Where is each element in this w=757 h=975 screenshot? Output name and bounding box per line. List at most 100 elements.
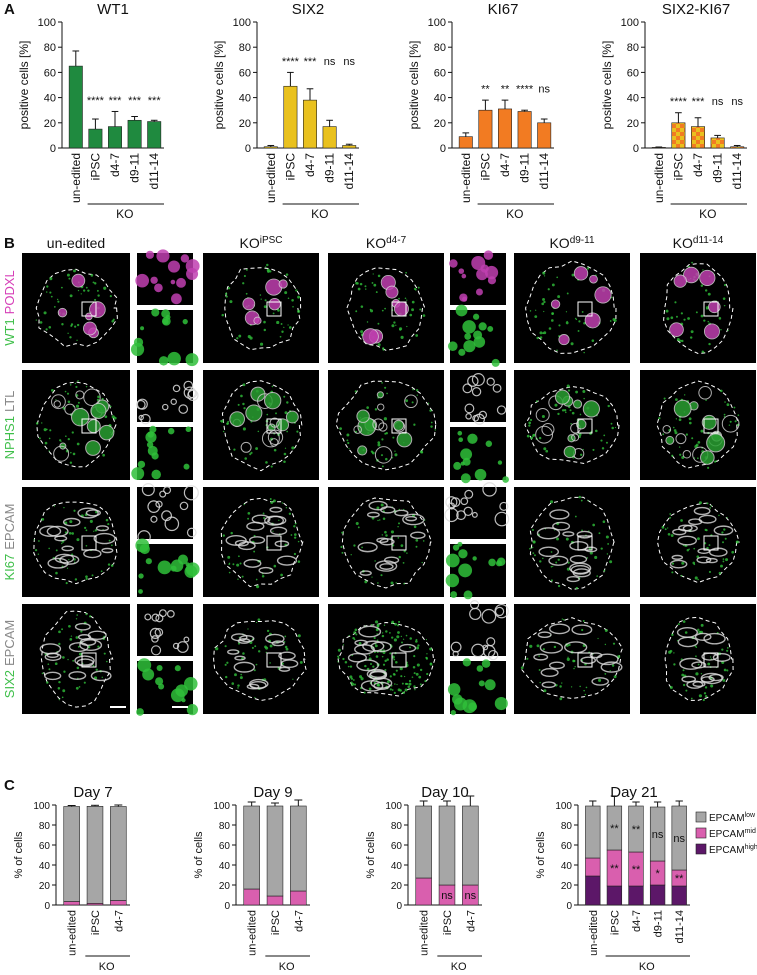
- signal-dot: [726, 403, 730, 407]
- signal-blob: [721, 414, 740, 433]
- signal-dot: [240, 673, 243, 676]
- inset-marker: [391, 301, 407, 317]
- inset-blob: [472, 313, 480, 320]
- signal-blob: [83, 321, 97, 336]
- y-tick-label: 20: [39, 881, 51, 892]
- inset-blob: [472, 556, 477, 561]
- signal-blob: [571, 624, 593, 636]
- signal-dot: [247, 628, 249, 630]
- inset-blob: [179, 501, 189, 511]
- signal-dot: [284, 411, 288, 415]
- signal-dot: [607, 404, 610, 408]
- inset-blob: [475, 288, 483, 296]
- signal-dot: [242, 427, 246, 431]
- group-label: KO: [639, 961, 655, 973]
- signal-dot: [254, 645, 257, 648]
- inset-blob: [170, 688, 185, 703]
- signal-dot: [295, 289, 298, 292]
- x-tick-label: d9-11: [518, 153, 532, 183]
- signal-dot: [353, 631, 356, 634]
- signal-dot: [364, 580, 368, 584]
- inset-blob: [471, 511, 478, 518]
- inset-blob: [136, 708, 144, 716]
- signal-dot: [391, 620, 395, 624]
- signal-dot: [675, 418, 677, 420]
- organoid-outline: [36, 381, 117, 468]
- signal-dot: [550, 319, 554, 322]
- signal-dot: [43, 311, 47, 315]
- signal-dot: [224, 645, 227, 648]
- signal-dot: [389, 688, 392, 691]
- signal-blob: [354, 644, 375, 655]
- signal-dot: [33, 539, 35, 541]
- signal-blob: [248, 678, 269, 689]
- signal-blob: [539, 641, 564, 654]
- signal-dot: [262, 512, 265, 515]
- signal-dot: [366, 667, 370, 671]
- signal-blob: [582, 400, 600, 418]
- signal-dot: [292, 678, 294, 680]
- signal-dot: [41, 422, 43, 424]
- signal-dot: [371, 576, 373, 578]
- signal-dot: [400, 544, 404, 547]
- y-tick-label: 80: [44, 42, 56, 54]
- signal-blob: [98, 424, 115, 441]
- bar-segment: [63, 901, 80, 906]
- signal-dot: [237, 578, 239, 580]
- signal-blob: [267, 429, 284, 445]
- signal-dot: [679, 453, 682, 456]
- inset-blob: [187, 389, 199, 401]
- significance-label: ns: [343, 56, 355, 68]
- signal-dot: [384, 386, 387, 389]
- signal-dot: [670, 534, 674, 537]
- signal-dot: [38, 437, 41, 440]
- signal-dot: [575, 586, 579, 590]
- y-tick-label: 60: [391, 841, 403, 852]
- signal-dot: [215, 647, 219, 651]
- signal-dot: [56, 298, 59, 301]
- signal-dot: [237, 403, 240, 406]
- signal-dot: [70, 635, 73, 637]
- signal-dot: [353, 683, 357, 686]
- stain-label: NPHS1: [2, 416, 17, 459]
- signal-blob: [79, 639, 103, 652]
- signal-dot: [389, 652, 392, 655]
- signal-dot: [669, 685, 673, 689]
- signal-dot: [363, 691, 366, 694]
- signal-dot: [296, 430, 299, 433]
- signal-dot: [422, 540, 425, 542]
- column-label: KO: [673, 235, 693, 251]
- signal-dot: [424, 680, 427, 683]
- signal-dot: [63, 506, 65, 509]
- signal-dot: [364, 285, 367, 288]
- signal-dot: [347, 441, 350, 445]
- inset-blob: [176, 641, 189, 653]
- y-tick-label: 0: [44, 901, 50, 912]
- stain-label: PODXL: [2, 270, 17, 314]
- signal-dot: [101, 676, 104, 679]
- signal-blob: [572, 568, 591, 578]
- x-tick-label: d4-7: [303, 153, 317, 177]
- signal-dot: [566, 292, 569, 295]
- signal-dot: [284, 447, 287, 449]
- significance-label: ****: [282, 56, 300, 68]
- signal-dot: [672, 426, 675, 429]
- signal-dot: [291, 298, 294, 302]
- signal-dot: [556, 537, 559, 541]
- column-label: KO: [239, 235, 259, 251]
- signal-dot: [85, 613, 88, 616]
- signal-dot: [76, 538, 80, 542]
- signal-dot: [48, 668, 51, 671]
- signal-dot: [731, 550, 735, 554]
- signal-dot: [238, 334, 242, 338]
- column-header: KOiPSC: [239, 235, 282, 251]
- column-superscript: d4-7: [386, 235, 406, 246]
- signal-dot: [382, 348, 385, 351]
- bar: [147, 121, 162, 149]
- signal-dot: [66, 273, 70, 277]
- signal-blob: [569, 562, 592, 574]
- signal-dot: [720, 329, 722, 331]
- inset-blob: [145, 558, 152, 565]
- signal-dot: [661, 526, 665, 529]
- signal-dot: [221, 313, 224, 317]
